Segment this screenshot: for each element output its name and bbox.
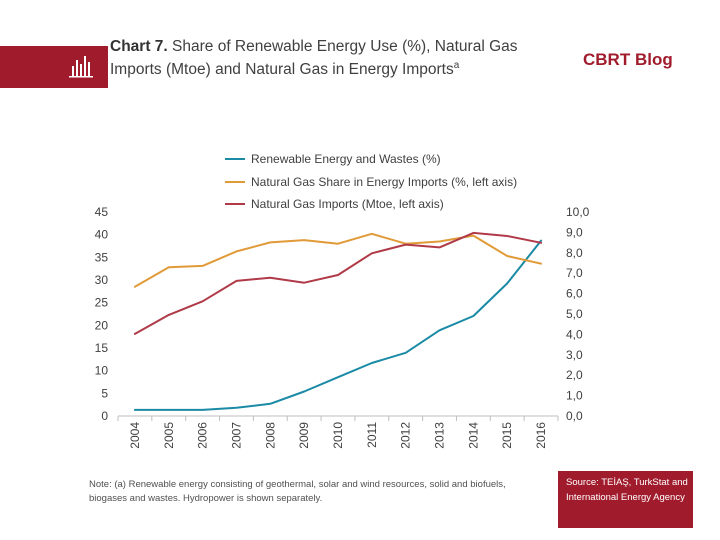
header-bar [0, 46, 108, 88]
chart-title: Chart 7. Share of Renewable Energy Use (… [110, 37, 530, 79]
x-tick-label: 2015 [500, 422, 514, 449]
bar-chart-icon [69, 56, 93, 78]
y-right-tick-label: 6,0 [566, 287, 583, 301]
y-right-tick-label: 8,0 [566, 246, 583, 260]
y-left-tick-label: 10 [95, 364, 109, 378]
legend-swatch-gas-imports [225, 203, 245, 206]
legend-item-gas-imports: Natural Gas Imports (Mtoe, left axis) [225, 193, 517, 216]
x-tick-label: 2013 [433, 422, 447, 449]
y-left-tick-label: 0 [101, 409, 108, 423]
y-left-tick-label: 40 [95, 228, 109, 242]
x-tick-label: 2006 [196, 422, 210, 449]
legend-item-gas-share: Natural Gas Share in Energy Imports (%, … [225, 171, 517, 194]
legend-label-renewable: Renewable Energy and Wastes (%) [251, 152, 441, 167]
x-tick-label: 2014 [466, 422, 480, 449]
footnote: Note: (a) Renewable energy consisting of… [89, 479, 506, 504]
x-tick-label: 2009 [297, 422, 311, 449]
source-box: Source: TEİAŞ, TurkStat and Internationa… [558, 471, 693, 528]
y-left-tick-label: 45 [95, 205, 109, 219]
legend-swatch-renewable [225, 158, 245, 161]
y-left-tick-label: 35 [95, 250, 109, 264]
x-tick-label: 2005 [162, 422, 176, 449]
y-left-tick-label: 20 [95, 318, 109, 332]
y-right-tick-label: 4,0 [566, 327, 583, 341]
y-left-tick-label: 25 [95, 296, 109, 310]
brand-logo: CBRT Blog [583, 50, 673, 69]
legend-label-gas-imports: Natural Gas Imports (Mtoe, left axis) [251, 197, 444, 212]
x-tick-label: 2016 [534, 422, 548, 449]
y-right-tick-label: 7,0 [566, 266, 583, 280]
chart-legend: Renewable Energy and Wastes (%) Natural … [225, 148, 517, 216]
chart-title-number: Chart 7. [110, 38, 168, 55]
x-tick-label: 2010 [331, 422, 345, 449]
x-tick-label: 2004 [128, 422, 142, 449]
chart-title-superscript: a [453, 60, 460, 71]
legend-swatch-gas-share [225, 180, 245, 183]
x-tick-label: 2011 [365, 422, 379, 448]
x-tick-label: 2008 [263, 422, 277, 449]
x-tick-label: 2012 [399, 422, 413, 449]
y-left-tick-label: 15 [95, 341, 109, 355]
series-line-gas-share [133, 232, 543, 288]
legend-label-gas-share: Natural Gas Share in Energy Imports (%, … [251, 174, 518, 189]
y-right-tick-label: 5,0 [566, 307, 583, 321]
x-tick-label: 2007 [229, 422, 243, 449]
y-right-tick-label: 9,0 [566, 225, 583, 239]
line-chart: 2004 2005 2006 2007 2008 2009 2010 2011 2012 2013… [95, 205, 590, 449]
y-right-tick-label: 0,0 [566, 409, 583, 423]
y-right-tick-label: 2,0 [566, 368, 583, 382]
y-left-tick-label: 5 [101, 386, 108, 400]
series-line-gas-imports [133, 231, 543, 335]
y-right-tick-label: 3,0 [566, 348, 583, 362]
chart-title-text: Share of Renewable Energy Use (%), Natur… [110, 38, 518, 79]
y-left-tick-label: 30 [95, 273, 109, 287]
y-right-tick-label: 1,0 [566, 389, 583, 403]
legend-item-renewable: Renewable Energy and Wastes (%) [225, 148, 517, 171]
y-right-tick-label: 10,0 [566, 205, 590, 219]
series-line-renewable [133, 239, 543, 411]
